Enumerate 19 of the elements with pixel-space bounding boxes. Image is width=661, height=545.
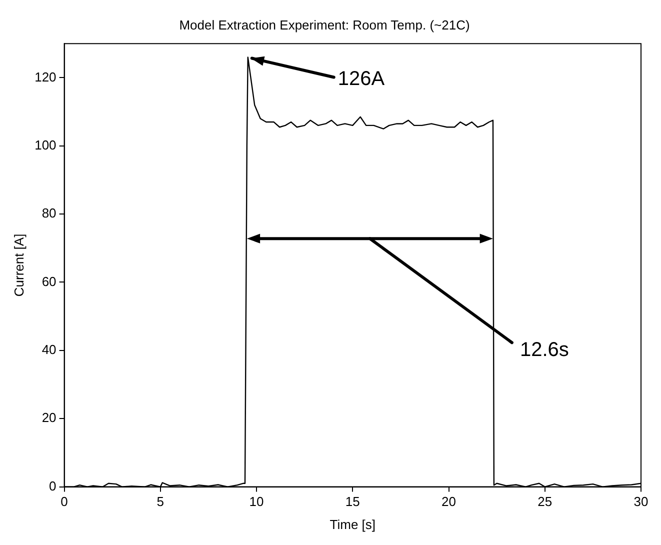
- y-tick-label: 40: [42, 342, 56, 358]
- y-tick-label: 0: [49, 478, 56, 494]
- y-tick-label: 80: [42, 206, 56, 221]
- y-tick-label: 120: [34, 69, 56, 84]
- annotation: 126A: [338, 68, 386, 90]
- y-axis-title: Current [A]: [11, 234, 26, 297]
- x-axis-title: Time [s]: [330, 516, 376, 532]
- x-tick-label: 30: [634, 494, 648, 510]
- annotation: 12.6s: [520, 339, 569, 362]
- y-tick-label: 100: [34, 137, 56, 152]
- x-tick-label: 15: [345, 494, 360, 510]
- x-tick-label: 5: [156, 494, 164, 510]
- chart-title: Model Extraction Experiment: Room Temp. (~21C): [179, 17, 470, 32]
- x-tick-label: 0: [60, 494, 68, 510]
- y-tick-label: 60: [42, 274, 56, 289]
- y-tick-label: 20: [42, 410, 56, 426]
- x-tick-label: 10: [249, 494, 264, 510]
- x-tick-label: 20: [442, 494, 456, 510]
- x-tick-label: 25: [538, 494, 552, 510]
